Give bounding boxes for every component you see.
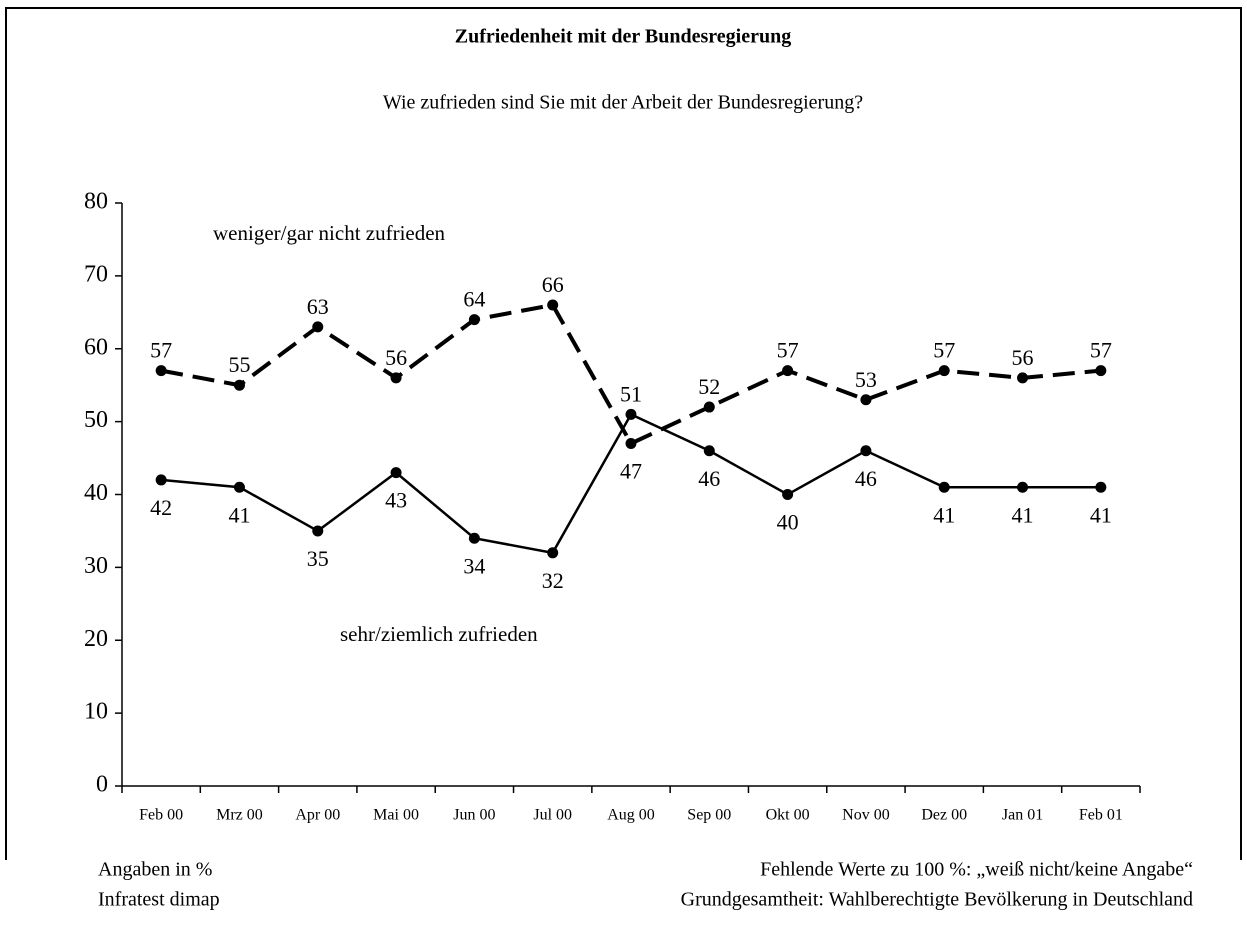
data-label: 40 (777, 510, 799, 535)
x-tick-label: Feb 01 (1079, 807, 1123, 824)
data-label: 51 (620, 381, 642, 406)
data-label: 57 (150, 338, 172, 363)
y-tick-label: 40 (84, 480, 108, 506)
x-tick-label: Nov 00 (842, 807, 890, 824)
x-tick-label: Okt 00 (766, 807, 810, 824)
data-label: 64 (463, 287, 485, 312)
data-label: 53 (855, 367, 877, 392)
data-label: 57 (777, 338, 799, 363)
data-label: 66 (542, 272, 564, 297)
x-tick-label: Jan 01 (1002, 807, 1043, 824)
x-tick-label: Aug 00 (607, 807, 655, 824)
data-point (703, 445, 715, 457)
y-tick-label: 70 (84, 261, 108, 287)
series-label: sehr/ziemlich zufrieden (340, 622, 538, 646)
y-tick-label: 30 (84, 553, 108, 579)
data-point (938, 481, 950, 493)
y-tick-label: 10 (84, 699, 108, 725)
data-label: 46 (855, 466, 877, 491)
frame (5, 7, 1242, 860)
x-tick-label: Apr 00 (295, 807, 340, 824)
data-point (1095, 481, 1107, 493)
data-label: 41 (1012, 502, 1034, 527)
data-label: 43 (385, 488, 407, 513)
data-point (782, 365, 794, 377)
data-point (625, 408, 637, 420)
data-point (625, 437, 637, 449)
data-label: 57 (933, 338, 955, 363)
data-point (233, 379, 245, 391)
y-tick-label: 0 (96, 772, 108, 798)
data-label: 41 (228, 502, 250, 527)
x-tick-label: Dez 00 (921, 807, 967, 824)
data-point (390, 372, 402, 384)
x-tick-label: Feb 00 (139, 807, 183, 824)
data-point (468, 532, 480, 544)
chart-subtitle: Wie zufrieden sind Sie mit der Arbeit de… (383, 92, 863, 114)
data-point (1017, 481, 1029, 493)
data-label: 52 (698, 374, 720, 399)
data-point (155, 474, 167, 486)
data-point (860, 445, 872, 457)
note: Angaben in % (98, 859, 212, 881)
data-label: 63 (307, 294, 329, 319)
note: Infratest dimap (98, 889, 220, 911)
data-point (1095, 365, 1107, 377)
x-tick-label: Jul 00 (533, 807, 572, 824)
chart-title: Zufriedenheit mit der Bundesregierung (455, 26, 791, 48)
data-point (312, 525, 324, 537)
x-tick-label: Mai 00 (373, 807, 419, 824)
data-label: 55 (228, 352, 250, 377)
data-label: 42 (150, 495, 172, 520)
data-label: 46 (698, 466, 720, 491)
data-point (703, 401, 715, 413)
data-label: 47 (620, 459, 642, 484)
data-point (547, 299, 559, 311)
y-tick-label: 80 (84, 189, 108, 215)
data-label: 41 (933, 502, 955, 527)
y-tick-label: 50 (84, 407, 108, 433)
data-point (1017, 372, 1029, 384)
data-label: 56 (385, 345, 407, 370)
series-label: weniger/gar nicht zufrieden (213, 221, 446, 245)
data-point (860, 394, 872, 406)
data-label: 32 (542, 568, 564, 593)
data-label: 56 (1012, 345, 1034, 370)
x-tick-label: Jun 00 (453, 807, 495, 824)
y-tick-label: 20 (84, 626, 108, 652)
data-point (782, 489, 794, 500)
data-point (312, 321, 324, 333)
data-label: 41 (1090, 502, 1112, 527)
note: Grundgesamtheit: Wahlberechtigte Bevölke… (681, 889, 1193, 911)
data-label: 57 (1090, 338, 1112, 363)
data-label: 34 (463, 553, 485, 578)
x-tick-label: Mrz 00 (216, 807, 263, 824)
note: Fehlende Werte zu 100 %: „weiß nicht/kei… (760, 859, 1193, 881)
data-point (547, 547, 559, 559)
data-point (468, 314, 480, 326)
x-tick-label: Sep 00 (687, 807, 731, 824)
data-point (233, 481, 245, 493)
data-point (390, 467, 402, 479)
data-label: 35 (307, 546, 329, 571)
y-tick-label: 60 (84, 334, 108, 360)
data-point (155, 365, 167, 377)
data-point (938, 365, 950, 377)
